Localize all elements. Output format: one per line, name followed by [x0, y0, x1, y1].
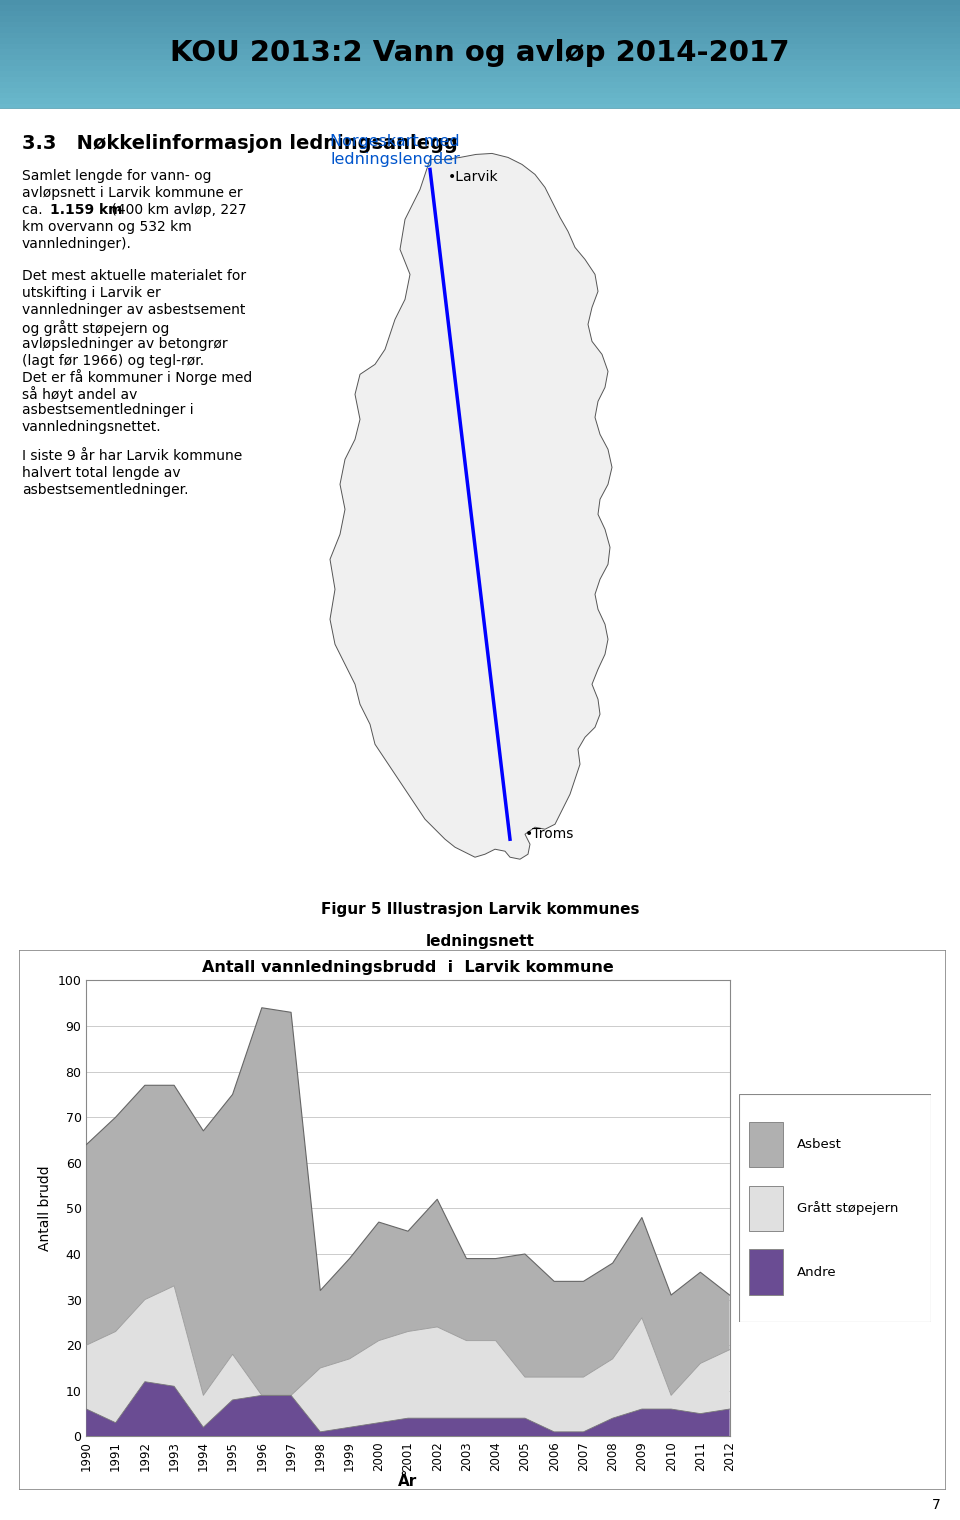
- Text: (lagt før 1966) og tegl-rør.: (lagt før 1966) og tegl-rør.: [22, 354, 204, 368]
- Text: og grått støpejern og: og grått støpejern og: [22, 321, 169, 336]
- Bar: [0, 65, 960, 71]
- Bar: [0, 44, 960, 49]
- Bar: [0, 71, 960, 76]
- Text: utskifting i Larvik er: utskifting i Larvik er: [22, 286, 160, 301]
- Bar: [0, 0, 960, 6]
- Bar: [0, 6, 960, 11]
- Text: avløpsnett i Larvik kommune er: avløpsnett i Larvik kommune er: [22, 187, 243, 201]
- Text: asbestsementledninger i: asbestsementledninger i: [22, 403, 194, 418]
- Text: Det mest aktuelle materialet for: Det mest aktuelle materialet for: [22, 269, 246, 283]
- Bar: [0, 82, 960, 88]
- Bar: [0, 33, 960, 38]
- Text: vannledninger av asbestsement: vannledninger av asbestsement: [22, 304, 246, 318]
- Title: Antall vannledningsbrudd  i  Larvik kommune: Antall vannledningsbrudd i Larvik kommun…: [203, 961, 613, 974]
- Bar: [0, 38, 960, 44]
- Bar: [0, 76, 960, 82]
- Text: Det er få kommuner i Norge med: Det er få kommuner i Norge med: [22, 369, 252, 385]
- Text: vannledninger).: vannledninger).: [22, 237, 132, 251]
- Text: halvert total lengde av: halvert total lengde av: [22, 467, 180, 480]
- Bar: [0, 49, 960, 55]
- Bar: [0, 93, 960, 99]
- Bar: [749, 1122, 783, 1167]
- Text: avløpsledninger av betongrør: avløpsledninger av betongrør: [22, 337, 228, 351]
- Text: Samlet lengde for vann- og: Samlet lengde for vann- og: [22, 169, 211, 184]
- Text: 1.159 km: 1.159 km: [50, 204, 123, 217]
- Bar: [0, 27, 960, 33]
- Y-axis label: Antall brudd: Antall brudd: [38, 1166, 52, 1251]
- Bar: [0, 103, 960, 109]
- Text: I siste 9 år har Larvik kommune: I siste 9 år har Larvik kommune: [22, 450, 242, 464]
- Text: Figur 5 Illustrasjon Larvik kommunes: Figur 5 Illustrasjon Larvik kommunes: [321, 903, 639, 917]
- Text: ca.: ca.: [22, 204, 47, 217]
- Bar: [0, 88, 960, 93]
- Text: så høyt andel av: så høyt andel av: [22, 386, 137, 403]
- Bar: [0, 21, 960, 27]
- Bar: [0, 99, 960, 103]
- Text: ledningsnett: ledningsnett: [425, 933, 535, 948]
- Text: (400 km avløp, 227: (400 km avløp, 227: [107, 204, 247, 217]
- Text: 7: 7: [932, 1497, 941, 1512]
- Text: km overvann og 532 km: km overvann og 532 km: [22, 220, 192, 234]
- Text: Grått støpejern: Grått støpejern: [797, 1201, 899, 1216]
- Bar: [0, 61, 960, 65]
- Text: •Larvik: •Larvik: [448, 170, 498, 184]
- X-axis label: År: År: [398, 1474, 418, 1490]
- Bar: [0, 11, 960, 17]
- Text: Andre: Andre: [797, 1266, 836, 1278]
- Text: KOU 2013:2 Vann og avløp 2014-2017: KOU 2013:2 Vann og avløp 2014-2017: [170, 38, 790, 67]
- Text: asbestsementledninger.: asbestsementledninger.: [22, 483, 188, 497]
- Text: vannledningsnettet.: vannledningsnettet.: [22, 421, 161, 435]
- Text: 3.3   Nøkkelinformasjon ledningsanlegg: 3.3 Nøkkelinformasjon ledningsanlegg: [22, 134, 458, 154]
- Text: Norgeskart med
ledningslengder: Norgeskart med ledningslengder: [330, 134, 460, 167]
- Bar: [0, 17, 960, 21]
- Polygon shape: [330, 154, 612, 859]
- Text: Asbest: Asbest: [797, 1138, 842, 1151]
- Bar: [749, 1186, 783, 1231]
- Text: •Troms: •Troms: [525, 827, 574, 841]
- Bar: [749, 1249, 783, 1295]
- Bar: [0, 55, 960, 61]
